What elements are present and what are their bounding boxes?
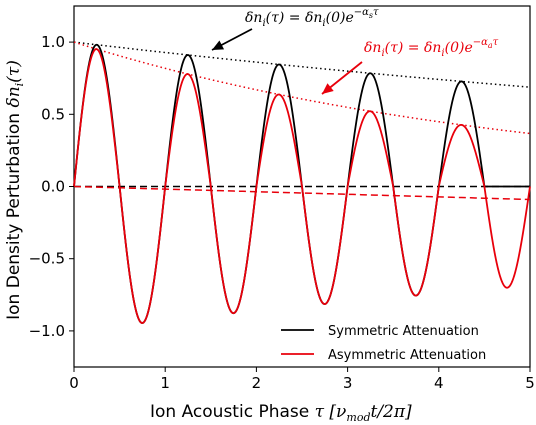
y-tick-label: −0.5 [29, 250, 65, 268]
annotation-asymmetric: δni(τ) = δni(0)e−αaτ [321, 37, 499, 95]
x-tick-label: 0 [69, 374, 79, 392]
reference-lines [73, 41, 531, 201]
series-line-asymmetric [73, 48, 531, 324]
annotation-asymmetric-text: δni(τ) = δni(0)e−αaτ [364, 37, 499, 59]
x-axis-ticks: 0 1 2 3 4 5 [69, 367, 535, 392]
y-axis-ticks: −1.0 −0.5 0.0 0.5 1.0 [29, 33, 74, 340]
x-tick-label: 4 [434, 374, 444, 392]
x-tick-label: 3 [343, 374, 353, 392]
annotation-symmetric-arrow [211, 28, 253, 51]
x-tick-label: 2 [252, 374, 262, 392]
y-axis-label: Ion Density Perturbation δni(τ) [4, 60, 26, 320]
y-tick-label: −1.0 [29, 322, 65, 340]
x-tick-label: 5 [525, 374, 535, 392]
annotation-asymmetric-arrow [321, 61, 363, 95]
legend-symmetric-label: Symmetric Attenuation [328, 324, 479, 339]
legend-asymmetric-label: Asymmetric Attenuation [328, 348, 486, 363]
annotation-symmetric: δni(τ) = δni(0)e−αsτ [211, 7, 379, 51]
x-axis-label: Ion Acoustic Phase τ [νmodt/2π] [150, 402, 412, 424]
legend: Symmetric Attenuation Asymmetric Attenua… [281, 324, 486, 363]
reference-line-drift-3 [73, 185, 531, 201]
reference-line-envelope-1 [73, 41, 531, 135]
series-layer [73, 40, 531, 324]
y-tick-label: 0.0 [41, 178, 65, 196]
y-tick-label: 0.5 [41, 105, 65, 123]
x-tick-label: 1 [160, 374, 170, 392]
y-tick-label: 1.0 [41, 33, 65, 51]
annotation-symmetric-text: δni(τ) = δni(0)e−αsτ [245, 7, 379, 29]
